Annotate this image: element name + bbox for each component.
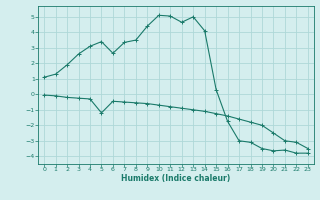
X-axis label: Humidex (Indice chaleur): Humidex (Indice chaleur) <box>121 174 231 183</box>
